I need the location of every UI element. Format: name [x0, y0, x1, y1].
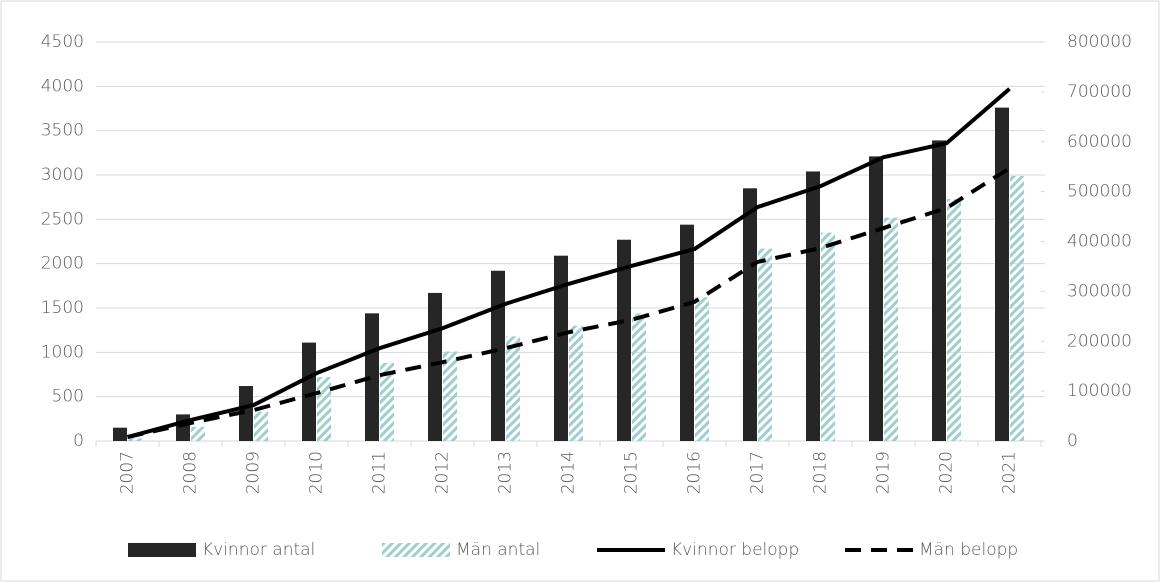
legend-label: Män antal: [456, 540, 540, 560]
bar: [995, 107, 1009, 441]
bar: [428, 292, 442, 441]
bar: [380, 362, 394, 441]
y-tick-label: 3000: [41, 165, 84, 185]
bar: [1010, 175, 1024, 442]
y2-tick-label: 700000: [1067, 82, 1132, 102]
x-tick-label: 2014: [559, 451, 579, 494]
legend-swatch: [382, 543, 450, 557]
x-tick-label: 2007: [118, 451, 138, 494]
y-tick-label: 1000: [41, 342, 84, 362]
x-tick-label: 2011: [370, 451, 390, 494]
x-tick-label: 2018: [811, 451, 831, 494]
bar: [821, 232, 835, 441]
bar: [302, 342, 316, 441]
y-tick-label: 0: [73, 431, 84, 451]
y-tick-label: 2000: [41, 254, 84, 274]
bar: [317, 377, 331, 441]
bar: [617, 239, 631, 441]
y2-tick-label: 600000: [1067, 132, 1132, 152]
y2-tick-label: 300000: [1067, 281, 1132, 301]
y2-tick-label: 400000: [1067, 232, 1132, 252]
x-tick-label: 2012: [433, 451, 453, 494]
x-tick-label: 2010: [307, 451, 327, 494]
bar: [632, 313, 646, 441]
bar: [443, 351, 457, 441]
x-tick-label: 2015: [622, 451, 642, 494]
x-tick-label: 2009: [244, 451, 264, 494]
y2-tick-label: 100000: [1067, 381, 1132, 401]
legend-swatch: [128, 543, 196, 557]
y2-tick-label: 200000: [1067, 331, 1132, 351]
y-tick-label: 4500: [41, 32, 84, 52]
bar: [491, 270, 505, 441]
bar: [128, 438, 142, 441]
y-tick-label: 4000: [41, 76, 84, 96]
bar: [365, 313, 379, 441]
bar: [743, 188, 757, 441]
y-tick-label: 1500: [41, 298, 84, 318]
bar: [869, 156, 883, 441]
y-tick-label: 2500: [41, 209, 84, 229]
x-tick-label: 2013: [496, 451, 516, 494]
bar: [947, 198, 961, 441]
x-tick-label: 2017: [748, 451, 768, 494]
x-tick-label: 2016: [685, 451, 705, 494]
bar: [113, 427, 127, 441]
y2-tick-label: 0: [1067, 431, 1078, 451]
x-tick-label: 2019: [874, 451, 894, 494]
legend-label: Män belopp: [919, 540, 1018, 560]
bar: [932, 140, 946, 442]
legend-label: Kvinnor belopp: [671, 540, 799, 560]
bar: [695, 297, 709, 441]
y-tick-label: 3500: [41, 121, 84, 141]
y2-tick-label: 500000: [1067, 182, 1132, 202]
bar: [758, 248, 772, 441]
bar: [506, 336, 520, 441]
y2-tick-label: 800000: [1067, 32, 1132, 52]
y-tick-label: 500: [52, 387, 84, 407]
line: [127, 166, 1011, 439]
bar: [680, 224, 694, 441]
bar: [254, 411, 268, 441]
bar: [884, 217, 898, 441]
x-tick-label: 2021: [1000, 451, 1020, 494]
line: [126, 87, 1011, 439]
bar: [239, 386, 253, 441]
bar: [176, 414, 190, 441]
legend-label: Kvinnor antal: [202, 540, 315, 560]
x-tick-label: 2020: [937, 451, 957, 494]
bar: [554, 255, 568, 441]
bar: [806, 171, 820, 441]
x-tick-label: 2008: [181, 451, 201, 494]
bar: [569, 325, 583, 441]
bar: [191, 426, 205, 441]
